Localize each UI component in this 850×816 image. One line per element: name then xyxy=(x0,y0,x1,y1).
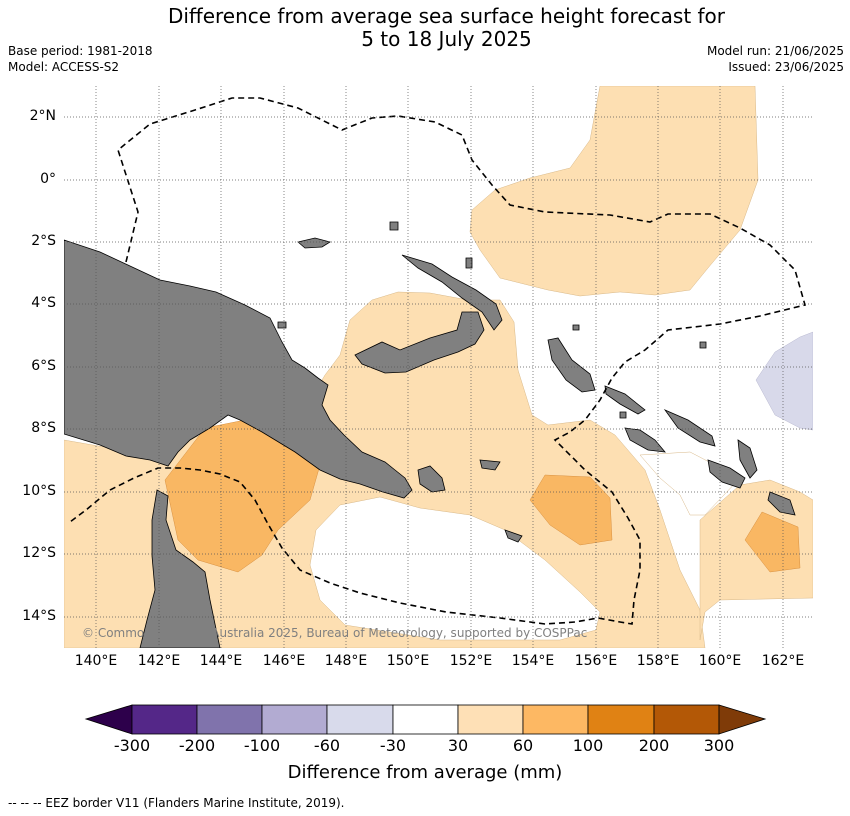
lon-label-160e: 160°E xyxy=(698,653,742,669)
lat-label-0: 0° xyxy=(40,171,56,187)
land-dentrecasteaux xyxy=(417,465,446,493)
lon-label-152e: 152°E xyxy=(449,653,493,669)
anomaly-region-gulf-of-papua xyxy=(164,419,321,573)
colorbar-bin-4 xyxy=(326,704,394,735)
land-rossel xyxy=(504,529,523,543)
colorbar-bin-1 xyxy=(131,704,198,735)
lon-label-158e: 158°E xyxy=(636,653,680,669)
lon-label-156e: 156°E xyxy=(574,653,618,669)
land-cape-york xyxy=(139,489,221,648)
land-manus xyxy=(297,237,331,249)
land-small-island-c xyxy=(465,257,473,269)
land-vanuatu-south xyxy=(767,491,796,516)
colorbar-extend-low xyxy=(84,704,133,735)
land-small-island-b xyxy=(277,321,287,329)
lat-label-4s: 4°S xyxy=(31,295,56,311)
land xyxy=(64,221,796,648)
lon-label-150e: 150°E xyxy=(386,653,430,669)
anomaly-region-coral-sea-east xyxy=(744,511,801,573)
lat-label-8s: 8°S xyxy=(31,420,56,436)
lat-label-12s: 12°S xyxy=(22,545,56,561)
land-new-guinea xyxy=(64,239,413,499)
colorbar xyxy=(84,704,767,735)
copyright-notice: © Commonwealth of Australia 2025, Bureau… xyxy=(82,626,588,640)
colorbar-bin-8 xyxy=(587,704,655,735)
land-makira xyxy=(707,459,746,489)
colorbar-tick-label: -60 xyxy=(313,736,341,755)
lon-label-144e: 144°E xyxy=(199,653,243,669)
land-small-island-e xyxy=(572,324,580,331)
colorbar-bin-6 xyxy=(457,704,524,735)
chart-title-line2: 5 to 18 July 2025 xyxy=(361,27,532,51)
eez-border-line xyxy=(69,97,806,625)
land-santa-isabel xyxy=(604,385,646,415)
colorbar-tick-label: 100 xyxy=(572,736,604,755)
lon-label-146e: 146°E xyxy=(262,653,306,669)
colorbar-title: Difference from average (mm) xyxy=(287,762,563,783)
land-guadalcanal xyxy=(624,427,666,453)
colorbar-tick-label: 60 xyxy=(512,736,534,755)
lat-label-6s: 6°S xyxy=(31,358,56,374)
anomaly-region-southeast xyxy=(699,479,813,641)
lon-label-148e: 148°E xyxy=(324,653,368,669)
lon-label-142e: 142°E xyxy=(137,653,181,669)
footnote-eez-border: -- -- -- EEZ border V11 (Flanders Marine… xyxy=(8,796,345,810)
neutral-region-south xyxy=(309,496,601,641)
model-label: Model: ACCESS-S2 xyxy=(8,60,120,74)
anomaly-region-northeast xyxy=(469,86,759,297)
colorbar-bin-7 xyxy=(522,704,589,735)
colorbar-tick-label: 300 xyxy=(703,736,735,755)
lat-label-2s: 2°S xyxy=(31,233,56,249)
issued-label: Issued: 23/06/2025 xyxy=(728,60,844,74)
lon-label-154e: 154°E xyxy=(511,653,555,669)
model-run-label: Model run: 21/06/2025 xyxy=(706,44,844,58)
colorbar-tick-label: -200 xyxy=(178,736,216,755)
lon-label-162e: 162°E xyxy=(761,653,805,669)
lat-label-10s: 10°S xyxy=(22,483,56,499)
chart-title-line1: Difference from average sea surface heig… xyxy=(167,4,726,28)
colorbar-extend-high xyxy=(718,704,767,735)
land-new-britain xyxy=(354,311,485,374)
colorbar-bin-2 xyxy=(196,704,263,735)
land-louisiade xyxy=(479,459,501,471)
colorbar-tick-label: -100 xyxy=(243,736,281,755)
lat-label-14s: 14°S xyxy=(22,608,56,624)
land-malaita xyxy=(663,409,716,447)
map-gridlines xyxy=(64,86,813,648)
anomaly-60-100-regions xyxy=(164,419,801,573)
land-small-island-f xyxy=(619,411,627,419)
anomaly-region-solomon-sea xyxy=(529,474,613,546)
colorbar-tick-label: 200 xyxy=(638,736,670,755)
land-small-island-d xyxy=(699,341,707,349)
colorbar-bin-9 xyxy=(653,704,720,735)
colorbar-bin-5 xyxy=(392,704,459,735)
lat-label-2n: 2°N xyxy=(29,108,56,124)
land-small-island-a xyxy=(389,221,399,231)
colorbar-tick-label: -300 xyxy=(113,736,151,755)
colorbar-tick-label: -30 xyxy=(379,736,407,755)
land-espiritu-santo xyxy=(737,439,758,479)
lon-label-140e: 140°E xyxy=(74,653,118,669)
colorbar-bin-3 xyxy=(261,704,328,735)
base-period-label: Base period: 1981-2018 xyxy=(8,44,153,58)
land-new-ireland xyxy=(401,254,503,331)
anomaly-neg-60-30-region xyxy=(755,331,813,431)
colorbar-tick-label: 30 xyxy=(447,736,469,755)
